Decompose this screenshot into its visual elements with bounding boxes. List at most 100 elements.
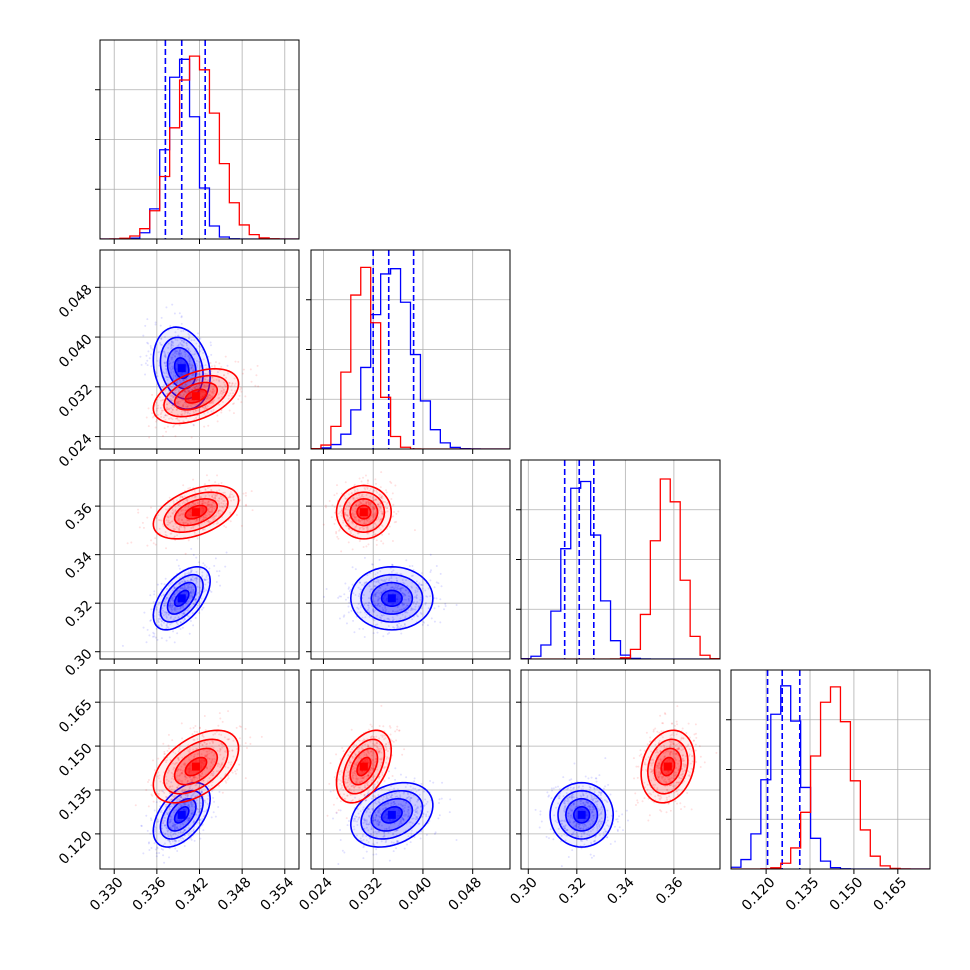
sample-point — [181, 405, 184, 408]
sample-point — [406, 791, 409, 794]
sample-point — [159, 399, 162, 402]
sample-point — [322, 595, 325, 598]
sample-point — [393, 521, 396, 524]
sample-point — [244, 504, 247, 507]
sample-point — [217, 397, 220, 400]
sample-point — [158, 852, 161, 855]
sample-point — [211, 516, 214, 519]
sample-point — [197, 774, 200, 777]
sample-point — [374, 592, 377, 595]
sample-point — [234, 382, 237, 385]
sample-point — [192, 830, 195, 833]
sample-point — [179, 582, 182, 585]
sample-point — [178, 402, 181, 405]
sample-point — [144, 362, 147, 365]
sample-point — [217, 521, 220, 524]
sample-point — [390, 784, 393, 787]
sample-point — [173, 796, 176, 799]
sample-point — [207, 509, 210, 512]
sample-point — [357, 519, 360, 522]
sample-point — [350, 532, 353, 535]
sample-point — [343, 593, 346, 596]
sample-point — [195, 579, 198, 582]
sample-point — [182, 587, 185, 590]
sample-point — [187, 819, 190, 822]
sample-point — [353, 489, 356, 492]
sample-point — [363, 636, 366, 639]
sample-point — [372, 526, 375, 529]
sample-point — [407, 806, 410, 809]
sample-point — [145, 814, 148, 817]
sample-point — [174, 833, 177, 836]
sample-point — [204, 583, 207, 586]
sample-point — [236, 747, 239, 750]
sample-point — [183, 762, 186, 765]
sample-point — [416, 601, 419, 604]
sample-point — [202, 383, 205, 386]
sample-point — [203, 377, 206, 380]
sample-point — [353, 631, 356, 634]
sample-point — [197, 414, 200, 417]
sample-point — [334, 518, 337, 521]
sample-point — [397, 803, 400, 806]
sample-point — [206, 398, 209, 401]
sample-point — [209, 774, 212, 777]
sample-point — [365, 834, 368, 837]
sample-point — [185, 344, 188, 347]
sample-point — [167, 835, 170, 838]
sample-point — [376, 503, 379, 506]
sample-point — [333, 522, 336, 525]
sample-point — [406, 611, 409, 614]
sample-point — [168, 362, 171, 365]
sample-point — [384, 607, 387, 610]
sample-point — [368, 517, 371, 520]
sample-point — [183, 495, 186, 498]
sample-point — [182, 341, 185, 344]
sample-point — [193, 753, 196, 756]
sample-point — [390, 802, 393, 805]
sample-point — [227, 710, 230, 713]
sample-point — [421, 623, 424, 626]
sample-point — [416, 614, 419, 617]
sample-point — [211, 505, 214, 508]
sample-point — [190, 366, 193, 369]
sample-point — [176, 380, 179, 383]
sample-point — [166, 351, 169, 354]
sample-point — [149, 346, 152, 349]
sample-point — [345, 525, 348, 528]
sample-point — [195, 578, 198, 581]
sample-point — [181, 769, 184, 772]
sample-point — [394, 792, 397, 795]
sample-point — [174, 847, 177, 850]
sample-point — [344, 481, 347, 484]
sample-point — [170, 368, 173, 371]
sample-point — [208, 393, 211, 396]
sample-point — [173, 828, 176, 831]
sample-point — [207, 379, 210, 382]
sample-point — [180, 839, 183, 842]
sample-point — [439, 572, 442, 575]
sample-point — [184, 762, 187, 765]
sample-point — [187, 390, 190, 393]
sample-point — [167, 519, 170, 522]
sample-point — [168, 522, 171, 525]
sample-point — [206, 504, 209, 507]
sample-point — [409, 785, 412, 788]
sample-point — [362, 528, 365, 531]
sample-point — [173, 827, 176, 830]
sample-point — [196, 537, 199, 540]
sample-point — [373, 619, 376, 622]
sample-point — [178, 352, 181, 355]
sample-point — [416, 811, 419, 814]
sample-point — [167, 769, 170, 772]
sample-point — [160, 624, 163, 627]
sample-point — [178, 809, 181, 812]
sample-point — [374, 595, 377, 598]
sample-point — [215, 580, 218, 583]
sample-point — [369, 495, 372, 498]
sample-point — [357, 586, 360, 589]
sample-point — [190, 803, 193, 806]
sample-point — [217, 512, 220, 515]
sample-point — [175, 381, 178, 384]
sample-point — [195, 813, 198, 816]
